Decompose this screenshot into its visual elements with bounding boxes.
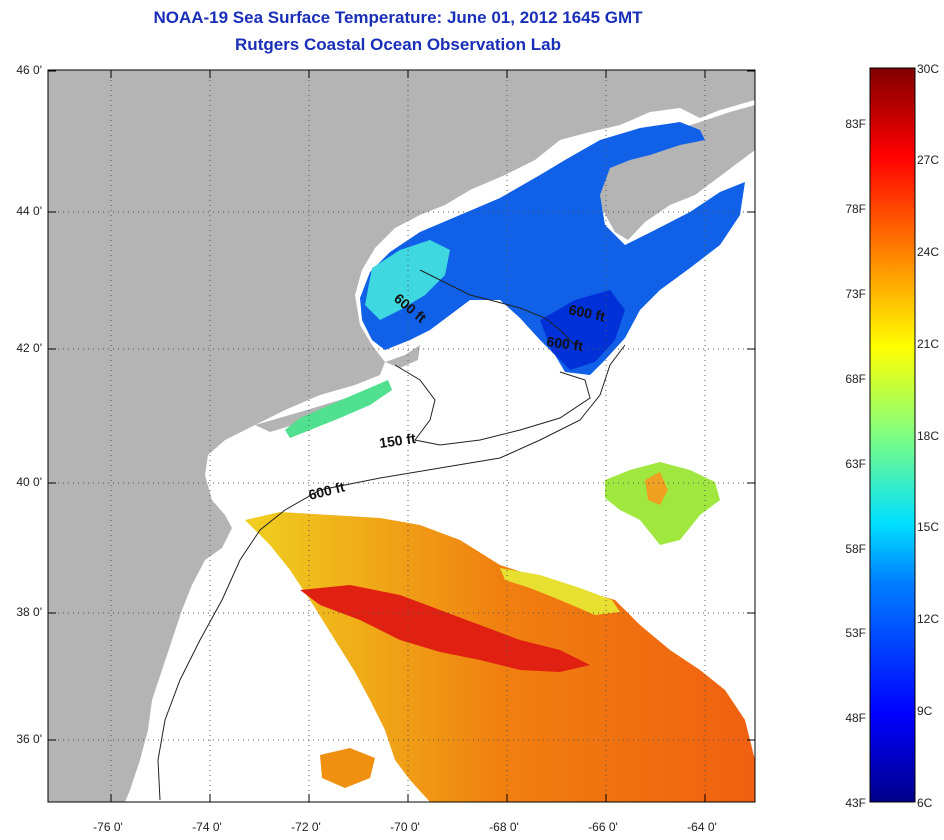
colorbar-c-24: 24C: [917, 245, 940, 259]
graticule: [48, 70, 755, 802]
sst-deep-blue: [540, 290, 625, 370]
sst-gulf-of-maine: [360, 122, 745, 375]
colorbar-c-9: 9C: [917, 704, 933, 718]
colorbar-f-68: 68F: [845, 372, 866, 386]
lon-label-74: -74 0': [192, 820, 222, 834]
axis-ticks: [48, 70, 755, 802]
map-frame: [47, 69, 756, 803]
colorbar-f-48: 48F: [845, 711, 866, 725]
colorbar-f-78: 78F: [845, 202, 866, 216]
map-subtitle: Rutgers Coastal Ocean Observation Lab: [235, 35, 561, 54]
lon-label-66: -66 0': [588, 820, 618, 834]
colorbar-c-6: 6C: [917, 796, 933, 810]
lat-label-36: 36 0': [16, 732, 42, 746]
colorbar-c-30: 30C: [917, 62, 940, 76]
colorbar-f-83: 83F: [845, 117, 866, 131]
lon-label-76: -76 0': [93, 820, 123, 834]
sst-ring-core: [645, 472, 668, 505]
sst-yellow-band: [500, 568, 620, 615]
land-cape-cod: [385, 345, 420, 368]
lat-label-40: 40 0': [16, 475, 42, 489]
colorbar-f-63: 63F: [845, 457, 866, 471]
colorbar-f-58: 58F: [845, 542, 866, 556]
land-mainland: [48, 70, 755, 802]
lon-label-72: -72 0': [291, 820, 321, 834]
contour-150ft: [394, 364, 591, 446]
lat-label-44: 44 0': [16, 204, 42, 218]
lon-label-68: -68 0': [489, 820, 519, 834]
colorbar-c-15: 15C: [917, 520, 940, 534]
land-nova-scotia: [595, 105, 755, 240]
depth-label-east-1: 600 ft: [567, 301, 606, 324]
colorbar: [870, 68, 915, 802]
colorbar-c-12: 12C: [917, 612, 940, 626]
colorbar-c-18: 18C: [917, 429, 940, 443]
map-title: NOAA-19 Sea Surface Temperature: June 01…: [153, 8, 643, 27]
depth-label-150: 150 ft: [378, 430, 417, 451]
lon-label-64: -64 0': [687, 820, 717, 834]
sst-green-shelf: [285, 380, 392, 438]
colorbar-f-43: 43F: [845, 796, 866, 810]
colorbar-frame: [869, 67, 916, 803]
lat-label-38: 38 0': [16, 605, 42, 619]
lat-label-42: 42 0': [16, 341, 42, 355]
sst-warm-eddy: [320, 748, 375, 788]
colorbar-c-21: 21C: [917, 337, 940, 351]
colorbar-c-27: 27C: [917, 153, 940, 167]
depth-label-east-2: 600 ft: [546, 333, 585, 354]
lon-label-70: -70 0': [390, 820, 420, 834]
sst-gulf-stream-core: [300, 585, 590, 672]
contour-600ft-gom: [419, 269, 576, 346]
contour-600ft: [157, 344, 626, 801]
lat-label-46: 46 0': [16, 63, 42, 77]
colorbar-f-53: 53F: [845, 626, 866, 640]
colorbar-f-73: 73F: [845, 287, 866, 301]
